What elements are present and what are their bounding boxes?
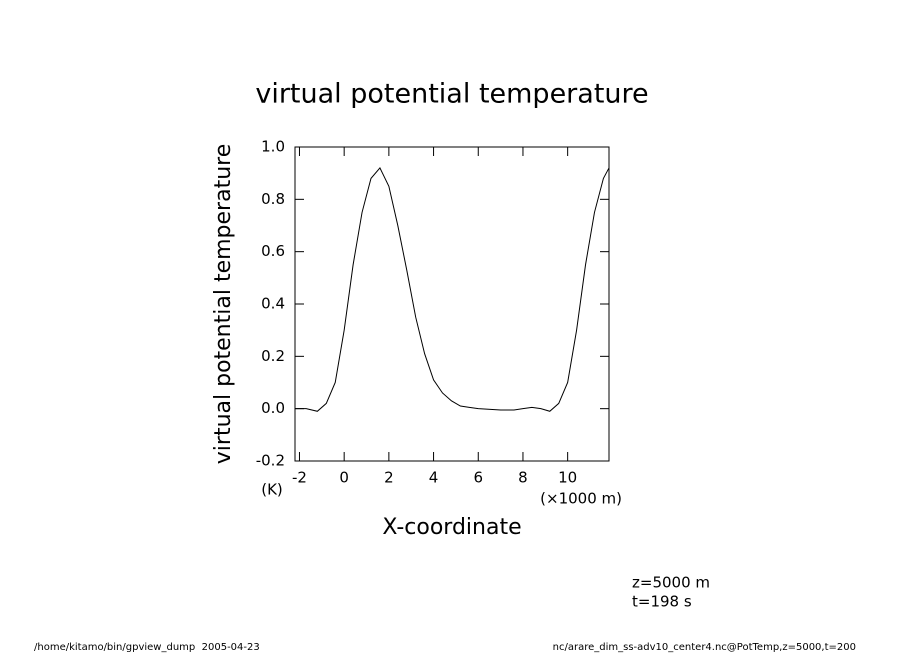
y-tick-label: 1.0 (261, 138, 285, 156)
chart-title: virtual potential temperature (255, 79, 648, 110)
y-axis-label: virtual potential temperature (211, 144, 236, 464)
x-tick-label: 2 (384, 469, 394, 487)
x-axis-label: X-coordinate (382, 515, 521, 540)
data-line (295, 167, 610, 412)
x-tick-label: 8 (518, 469, 528, 487)
footer: nc/arare_dim_ss-adv10_center4.nc@PotTemp… (553, 642, 856, 653)
y-tick-label: 0.2 (261, 347, 285, 365)
x-tick-label: 4 (429, 469, 439, 487)
x-tick-label: -2 (292, 469, 307, 487)
y-axis-unit: (K) (261, 481, 283, 499)
footer: /home/kitamo/bin/gpview_dump 2005-04-23 (34, 642, 260, 653)
y-tick-label: 0.4 (261, 295, 285, 313)
x-tick-label: 0 (339, 469, 349, 487)
y-tick-label: 0.0 (261, 399, 285, 417)
y-tick-label: 0.6 (261, 242, 285, 260)
plot-frame (294, 146, 610, 462)
annotation: t=198 s (632, 593, 692, 611)
x-tick-label: 10 (558, 469, 577, 487)
y-tick-label: 0.8 (261, 190, 285, 208)
x-axis-unit: (×1000 m) (540, 490, 622, 508)
annotation: z=5000 m (632, 574, 710, 592)
y-tick-label: -0.2 (256, 452, 285, 470)
x-tick-label: 6 (473, 469, 483, 487)
